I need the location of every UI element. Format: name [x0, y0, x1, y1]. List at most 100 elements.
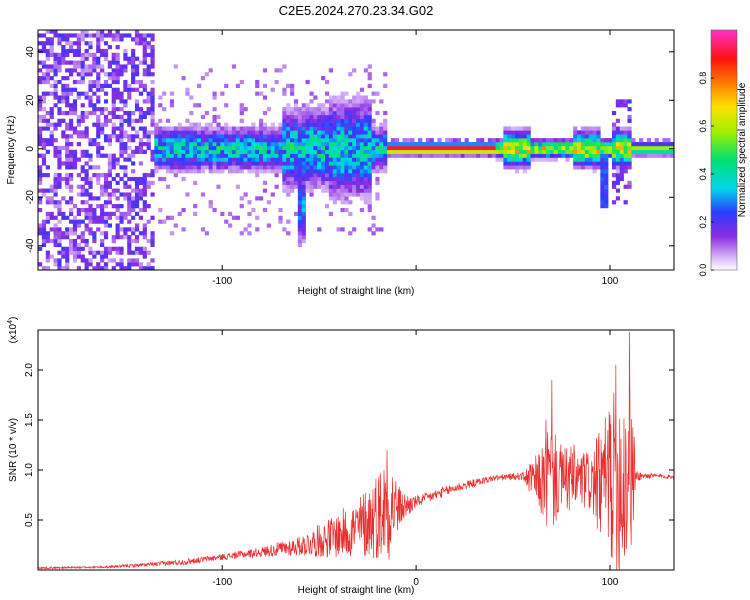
spectrogram-cell	[115, 107, 120, 112]
spectrogram-cell	[418, 153, 423, 158]
spectrogram-cell	[317, 169, 322, 174]
spectrogram-cell	[255, 134, 260, 139]
spectrogram-cell	[200, 227, 206, 232]
spectrogram-cell	[185, 134, 190, 139]
spectrogram-cell	[321, 134, 326, 139]
spectrogram-cell	[588, 149, 593, 154]
spectrogram-cell	[584, 157, 589, 162]
spectrogram-cell	[375, 165, 380, 170]
spectrogram-cell	[158, 126, 163, 131]
spectrogram-cell	[146, 173, 151, 178]
spectrogram-cell	[309, 126, 314, 131]
spectrogram-cell	[41, 161, 47, 166]
spectrogram-cell	[150, 107, 155, 112]
spectrogram-cell	[348, 130, 353, 135]
spectrogram-cell	[507, 153, 512, 158]
spectrogram-cell	[69, 250, 74, 255]
spectrogram-cell	[344, 173, 349, 178]
spectrogram-cell	[239, 231, 244, 236]
spectrogram-cell	[53, 103, 58, 108]
spectrogram-cell	[278, 169, 283, 174]
spectrogram-cell	[363, 176, 368, 182]
spectrogram-cell	[604, 184, 609, 189]
spectrogram-cell	[204, 110, 209, 116]
spectrogram-cell	[619, 157, 624, 162]
spectrogram-cell	[150, 242, 155, 248]
spectrogram-cell	[383, 122, 388, 127]
spectrogram-cell	[193, 126, 198, 131]
spectrogram-cell	[344, 118, 349, 123]
spectrogram-cell	[336, 130, 341, 135]
spectrogram-cell	[251, 130, 256, 135]
spectrogram-cell	[348, 122, 353, 127]
spectrogram-cell	[181, 126, 186, 131]
spectrogram-cell	[216, 130, 221, 135]
spectrogram-cell	[666, 149, 671, 154]
spectrogram-cell	[41, 33, 47, 38]
spectrogram-cell	[100, 250, 105, 255]
spectrogram-cell	[297, 130, 303, 135]
spectrogram-cell	[220, 126, 225, 131]
spectrogram-cell	[328, 107, 334, 112]
spectrogram-cell	[503, 134, 508, 139]
spectrogram-cell	[197, 134, 202, 139]
spectrogram-cell	[65, 95, 70, 100]
spectrogram-cell	[324, 110, 330, 116]
spectrogram-cell	[119, 258, 124, 263]
spectrogram-cell	[134, 200, 140, 205]
spectrogram-cell	[290, 138, 295, 143]
spectrogram-cell	[499, 142, 504, 147]
spectrogram-cell	[131, 60, 136, 65]
spectrogram-cell	[100, 122, 105, 127]
spectrogram-cell	[49, 200, 54, 205]
spectrogram-cell	[518, 142, 524, 147]
spectrogram-cell	[111, 211, 116, 216]
spectrogram-cell	[181, 142, 186, 147]
spectrogram-cell	[305, 134, 310, 139]
spectrogram-cell	[115, 196, 120, 201]
spectrogram-cell	[324, 184, 330, 189]
spectrogram-cell	[38, 138, 43, 143]
spectrogram-cell	[150, 103, 155, 108]
spectrogram-cell	[111, 157, 116, 162]
spectrogram-cell	[631, 149, 636, 154]
spectrogram-cell	[103, 134, 109, 139]
spectrogram-cell	[627, 126, 632, 131]
spectrogram-cell	[88, 227, 93, 232]
spectrogram-cell	[100, 37, 105, 42]
spectrogram-cell	[150, 231, 155, 236]
spectrogram-cell	[103, 254, 109, 259]
spectrogram-cell	[96, 196, 101, 201]
spectrogram-cell	[96, 48, 101, 54]
spectrogram-cell	[297, 118, 303, 123]
spectrogram-cell	[367, 200, 372, 205]
spectrogram-cell	[41, 266, 47, 271]
spectrogram-cell	[146, 138, 151, 143]
spectrogram-cell	[336, 188, 341, 193]
spectrogram-cell	[119, 99, 124, 104]
spectrogram-cell	[262, 188, 268, 193]
spectrogram-cell	[421, 153, 427, 158]
spectrogram-cell	[80, 68, 85, 73]
spectrogram-cell	[88, 79, 93, 85]
spectrogram-cell	[615, 153, 621, 158]
spectrogram-cell	[418, 149, 423, 154]
spectrogram-cell	[193, 103, 198, 108]
spectrogram-cell	[49, 227, 54, 232]
spectrogram-cell	[666, 153, 671, 158]
spectrogram-cell	[142, 126, 147, 131]
spectrogram-cell	[96, 176, 101, 182]
spectrogram-cell	[92, 83, 97, 88]
spectrogram-cell	[503, 153, 508, 158]
spectrogram-cell	[352, 184, 357, 189]
spectrogram-cell	[293, 122, 299, 127]
spectrogram-cell	[88, 153, 93, 158]
spectrogram-cell	[173, 157, 178, 162]
spectrogram-cell	[57, 165, 62, 170]
spectrogram-cell	[228, 153, 233, 158]
spectrogram-cell	[165, 126, 171, 131]
spectrogram-cell	[262, 149, 268, 154]
spectrogram-cell	[654, 142, 659, 147]
spectrogram-cell	[115, 227, 120, 232]
spectrogram-cell	[499, 138, 504, 143]
